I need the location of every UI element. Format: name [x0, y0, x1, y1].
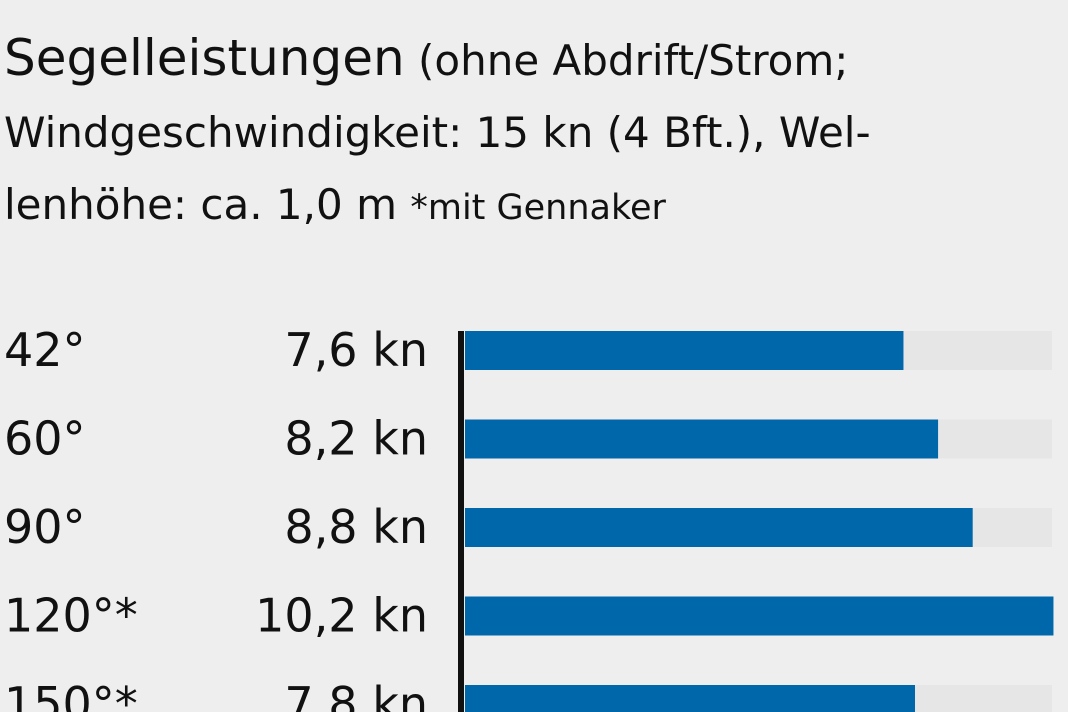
- category-label: 120°*: [4, 589, 138, 643]
- value-label: 10,2 kn: [255, 589, 428, 643]
- category-label: 150°*: [4, 677, 138, 712]
- bar: [465, 331, 904, 370]
- title-line-3: lenhöhe: ca. 1,0 m *mit Gennaker: [4, 169, 1064, 244]
- category-label: 90°: [4, 500, 86, 554]
- category-label: 60°: [4, 412, 86, 466]
- y-axis-line: [458, 331, 464, 712]
- bar: [465, 685, 915, 712]
- title-line-1: Segelleistungen (ohne Abdrift/Strom;: [4, 22, 1064, 97]
- value-label: 8,2 kn: [284, 412, 428, 466]
- bar: [465, 419, 939, 459]
- chart-subtitle-line-3: lenhöhe: ca. 1,0 m: [4, 180, 397, 229]
- footnote: *mit Gennaker: [410, 188, 666, 228]
- chart-subtitle-part-1: (ohne Abdrift/Strom;: [418, 36, 849, 85]
- value-label: 8,8 kn: [284, 500, 428, 554]
- value-label: 7,8 kn: [284, 677, 428, 712]
- bar: [465, 508, 973, 547]
- chart-title: Segelleistungen: [4, 29, 405, 87]
- bar: [465, 596, 1054, 636]
- value-label: 7,6 kn: [284, 323, 428, 377]
- chart-subtitle-line-2: Windgeschwindigkeit: 15 kn (4 Bft.), Wel…: [4, 108, 871, 157]
- category-label: 42°: [4, 323, 86, 377]
- chart-title-block: Segelleistungen (ohne Abdrift/Strom; Win…: [4, 22, 1064, 244]
